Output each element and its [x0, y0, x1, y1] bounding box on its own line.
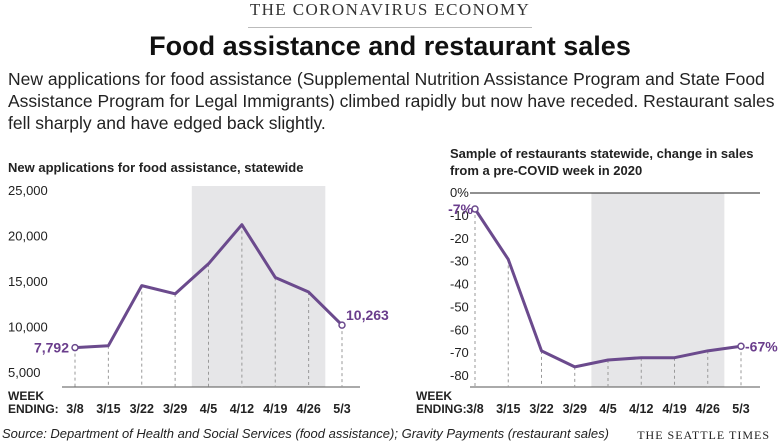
restaurant-x-tick: 3/15 — [496, 402, 520, 416]
food-x-tick: 4/12 — [230, 402, 254, 416]
food-end-point — [71, 343, 79, 352]
food-shaded-band — [191, 186, 326, 387]
restaurant-x-tick: 3/29 — [563, 402, 587, 416]
food-x-tick: 4/19 — [263, 402, 287, 416]
restaurant-end-point — [737, 342, 745, 351]
food-x-tick: 3/8 — [66, 402, 83, 416]
restaurant-title: Sample of restaurants statewide, change … — [450, 146, 753, 161]
restaurant-data-label: -7% — [448, 201, 473, 217]
restaurant-x-tick: 3/8 — [466, 402, 483, 416]
food-y-tick: 15,000 — [8, 274, 48, 289]
restaurant-y-tick: -30 — [450, 254, 469, 269]
food-title: New applications for food assistance, st… — [8, 160, 303, 175]
food-x-tick: 4/5 — [200, 402, 217, 416]
food-x-tick: 4/26 — [296, 402, 320, 416]
restaurant-x-tick: 4/19 — [662, 402, 686, 416]
food-end-point — [338, 321, 346, 329]
restaurant-x-tick: 5/3 — [732, 402, 749, 416]
kicker-rule — [248, 27, 532, 28]
restaurant-x-tick: 3/22 — [529, 402, 553, 416]
restaurant-end-point — [471, 205, 479, 213]
restaurant-week-label: WEEK — [416, 389, 452, 403]
kicker: THE CORONAVIRUS ECONOMY — [249, 0, 531, 19]
food-week-label: ENDING: — [8, 402, 59, 416]
restaurant-shaded-band — [591, 193, 725, 387]
restaurant-y-tick: -80 — [450, 368, 469, 383]
food-week-label: WEEK — [8, 389, 44, 403]
restaurant-y-tick: -20 — [450, 231, 469, 246]
page-title: Food assistance and restaurant sales — [149, 31, 631, 61]
restaurant-x-tick: 4/26 — [696, 402, 720, 416]
food-data-label: 10,263 — [346, 307, 389, 323]
food-x-tick: 5/3 — [333, 402, 350, 416]
restaurant-series-line — [473, 208, 742, 369]
restaurant-week-label: ENDING: — [416, 402, 467, 416]
restaurant-data-label: -67% — [745, 338, 778, 354]
restaurant-y-tick: 0% — [450, 185, 469, 200]
brand-logo: THE SEATTLE TIMES — [637, 428, 770, 442]
food-data-label: 7,792 — [34, 340, 69, 356]
food-y-tick: 5,000 — [8, 365, 41, 380]
food-y-tick: 20,000 — [8, 229, 48, 244]
restaurant-y-tick: -10 — [450, 208, 469, 223]
restaurant-title: from a pre-COVID week in 2020 — [450, 163, 642, 178]
food-x-tick: 3/15 — [96, 402, 120, 416]
restaurant-y-tick: -50 — [450, 299, 469, 314]
food-y-tick: 10,000 — [8, 320, 48, 335]
restaurant-y-tick: -70 — [450, 345, 469, 360]
food-y-tick: 25,000 — [8, 183, 48, 198]
dek-text: New applications for food assistance (Su… — [8, 69, 775, 133]
restaurant-y-tick: -60 — [450, 322, 469, 337]
food-x-tick: 3/29 — [163, 402, 187, 416]
source-note: Source: Department of Health and Social … — [2, 426, 609, 441]
restaurant-x-tick: 4/5 — [599, 402, 616, 416]
food-x-tick: 3/22 — [130, 402, 154, 416]
restaurant-x-tick: 4/12 — [629, 402, 653, 416]
food-series-line — [74, 223, 344, 350]
restaurant-y-tick: -40 — [450, 277, 469, 292]
